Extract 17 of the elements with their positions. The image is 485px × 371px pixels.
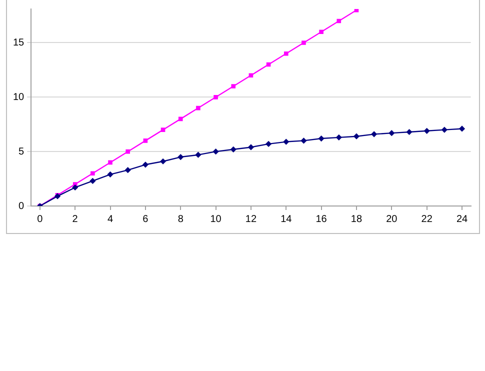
y-tick-label: 5 — [18, 146, 25, 158]
x-tick-label: 18 — [350, 214, 362, 225]
x-tick-label: 6 — [142, 214, 149, 225]
x-tick-label: 2 — [72, 214, 78, 225]
x-tick-label: 0 — [37, 214, 44, 225]
x-tick-label: 4 — [107, 214, 114, 225]
y-tick-label: 10 — [13, 92, 25, 103]
y-tick-label: 15 — [13, 37, 25, 48]
x-tick-label: 10 — [210, 214, 222, 225]
x-tick-label: 8 — [178, 214, 184, 225]
y-tick-label: 0 — [18, 200, 25, 212]
x-tick-label: 22 — [421, 214, 433, 225]
x-tick-label: 20 — [386, 214, 398, 225]
x-tick-label: 16 — [316, 214, 328, 225]
x-tick-label: 24 — [456, 214, 468, 225]
x-tick-label: 14 — [280, 214, 292, 225]
x-tick-label: 12 — [245, 214, 257, 225]
